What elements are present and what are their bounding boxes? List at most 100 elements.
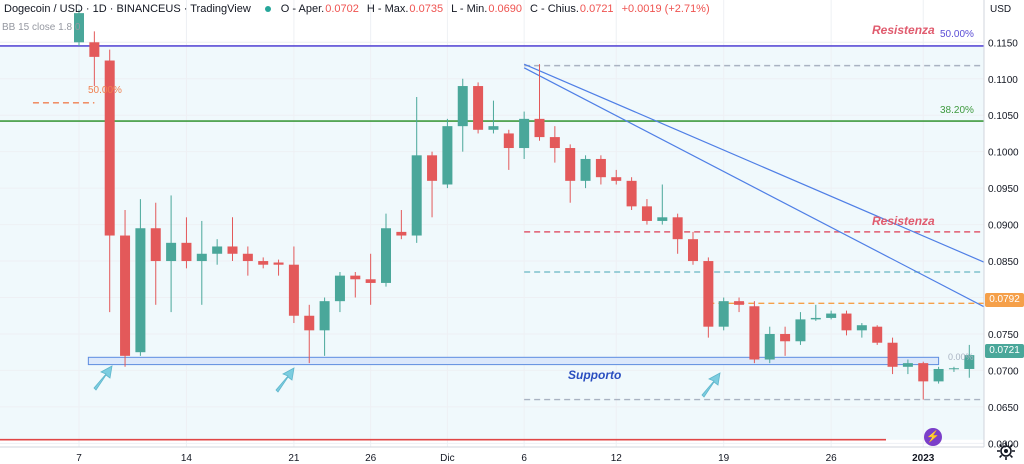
candle-body xyxy=(565,148,576,181)
candle-body xyxy=(273,262,284,265)
candle-body xyxy=(396,231,407,236)
candle-body xyxy=(964,355,975,369)
y-tick-label: 0.0650 xyxy=(988,403,1019,414)
candle-body xyxy=(212,246,223,254)
y-tick-label: 0.1000 xyxy=(988,148,1019,159)
x-tick-label: 6 xyxy=(521,453,527,464)
high-value: 0.0735 xyxy=(409,3,444,15)
candle-body xyxy=(503,133,514,149)
time-axis xyxy=(0,447,984,464)
resistance-mid-label: Resistenza xyxy=(872,214,935,228)
candle-body xyxy=(534,118,545,138)
low-label: L - Min. xyxy=(451,3,488,15)
candle-body xyxy=(703,261,714,327)
candle-body xyxy=(872,326,883,343)
x-tick-label: 26 xyxy=(365,453,377,464)
candle-body xyxy=(810,317,821,320)
y-tick-label: 0.0850 xyxy=(988,257,1019,268)
x-tick-label: 14 xyxy=(181,453,193,464)
candle-body xyxy=(641,206,652,221)
change-value: +0.0019 (+2.71%) xyxy=(621,3,710,15)
range-shading xyxy=(0,45,984,440)
candle-body xyxy=(166,242,177,262)
candle-body xyxy=(196,253,207,262)
candle-body xyxy=(104,60,115,236)
current-price-tag: 0.0721 xyxy=(985,344,1024,358)
candle-body xyxy=(672,217,683,240)
open-value: 0.0702 xyxy=(325,3,359,15)
y-tick-label: 0.1100 xyxy=(988,75,1018,86)
y-tick-label: 0.0700 xyxy=(988,366,1019,377)
lightning-icon[interactable]: ⚡ xyxy=(924,428,942,446)
indicator-legend[interactable]: BB 15 close 1.8 0 xyxy=(2,22,81,33)
candle-body xyxy=(74,13,84,43)
candle-body xyxy=(856,325,867,331)
candle-body xyxy=(718,301,729,327)
candle-body xyxy=(780,333,791,342)
candle-body xyxy=(135,228,146,353)
fib-38-label: 38.20% xyxy=(940,105,974,116)
candle-body xyxy=(442,126,453,185)
candle-body xyxy=(350,275,361,280)
x-tick-label: 7 xyxy=(76,453,82,464)
fib-0-label: 0.00% xyxy=(948,352,974,362)
candle-body xyxy=(381,228,391,283)
candle-body xyxy=(580,158,591,181)
candle-body xyxy=(795,319,806,342)
arrow-up-icon xyxy=(701,372,721,398)
settings-gear-icon[interactable] xyxy=(996,441,1016,461)
support-label: Supporto xyxy=(568,368,621,382)
y-tick-label: 0.0600 xyxy=(988,439,1019,450)
x-tick-label: 21 xyxy=(288,453,300,464)
candle-body xyxy=(150,228,161,262)
high-label: H - Max. xyxy=(366,3,409,15)
y-tick-label: 0.1150 xyxy=(988,38,1018,49)
arrow-up-icon xyxy=(93,365,113,391)
candle-body xyxy=(473,86,484,130)
candle-body xyxy=(242,253,253,262)
price-axis xyxy=(984,0,1024,464)
candle-body xyxy=(948,368,959,370)
close-value: 0.0721 xyxy=(579,3,614,15)
symbol-title[interactable]: Dogecoin / USD · 1D · BINANCEUS · Tradin… xyxy=(4,3,251,15)
support-zone xyxy=(87,356,940,366)
candle-body xyxy=(411,155,422,236)
candle-body xyxy=(826,313,837,318)
close-label: C - Chius. xyxy=(530,3,579,15)
currency-label: USD xyxy=(990,4,1011,15)
candle-body xyxy=(611,177,622,181)
low-value: 0.0690 xyxy=(488,3,522,15)
candle-body xyxy=(427,155,438,181)
trendline-1 xyxy=(523,63,1016,277)
candle-body xyxy=(488,126,499,130)
open-label: O - Aper. xyxy=(280,3,325,15)
candle-body xyxy=(933,368,944,382)
candle-body xyxy=(626,180,637,207)
candle-body xyxy=(304,315,315,331)
candle-body xyxy=(365,279,376,283)
candle-body xyxy=(519,118,530,149)
y-tick-label: 0.0750 xyxy=(988,330,1019,341)
x-tick-label: 2023 xyxy=(912,453,935,464)
candle-body xyxy=(319,301,330,331)
candle-body xyxy=(841,313,852,331)
chart-header: Dogecoin / USD · 1D · BINANCEUS · Tradin… xyxy=(4,3,718,15)
candle-body xyxy=(688,239,698,262)
x-tick-label: 19 xyxy=(718,453,730,464)
candle-body xyxy=(181,242,192,262)
candle-body xyxy=(227,246,238,254)
fib-50-left-label: 50.00% xyxy=(88,85,122,96)
trendline-2 xyxy=(523,67,1016,324)
y-tick-label: 0.0950 xyxy=(988,184,1019,195)
candle-body xyxy=(120,235,131,356)
candle-body xyxy=(764,333,775,360)
resistance-top-label: Resistenza xyxy=(872,23,935,37)
candle-body xyxy=(887,342,898,367)
y-tick-label: 0.0900 xyxy=(988,221,1019,232)
fib-50-label: 50.00% xyxy=(940,29,974,40)
candle-body xyxy=(334,275,345,302)
market-status-icon xyxy=(264,6,271,12)
y-tick-label: 0.1050 xyxy=(988,111,1019,122)
candle-body xyxy=(902,363,913,367)
